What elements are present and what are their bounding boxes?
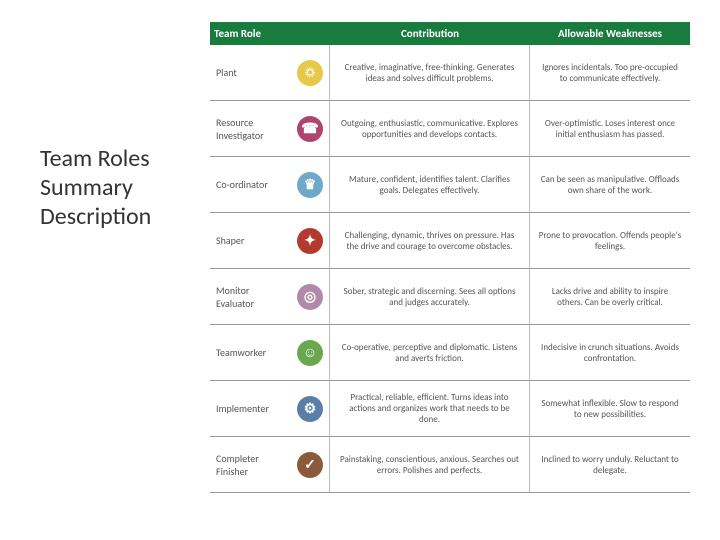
role-cell: Teamworker ☺ bbox=[210, 325, 330, 380]
weakness-cell: Indecisive in crunch situations. Avoids … bbox=[530, 325, 690, 380]
table-header: Team Role Contribution Allowable Weaknes… bbox=[210, 22, 690, 45]
table-row: Teamworker ☺ Co-operative, perceptive and … bbox=[210, 325, 690, 381]
weakness-cell: Somewhat inflexible. Slow to respond to … bbox=[530, 381, 690, 436]
contribution-cell: Painstaking, conscientious, anxious. Sea… bbox=[330, 437, 530, 492]
role-name: Teamworker bbox=[216, 346, 289, 359]
role-name: Co-ordinator bbox=[216, 178, 289, 191]
role-icon: ✓ bbox=[297, 452, 323, 478]
role-name: Implementer bbox=[216, 402, 289, 415]
role-cell: Plant ☼ bbox=[210, 45, 330, 100]
role-cell: Shaper ✦ bbox=[210, 213, 330, 268]
header-weaknesses: Allowable Weaknesses bbox=[530, 22, 690, 45]
role-name: Completer Finisher bbox=[216, 452, 289, 478]
table-row: Shaper ✦ Challenging, dynamic, thrives on … bbox=[210, 213, 690, 269]
table-body: Plant ☼ Creative, imaginative, free-thinki… bbox=[210, 45, 690, 493]
role-cell: Implementer ⚙ bbox=[210, 381, 330, 436]
weakness-cell: Inclined to worry unduly. Reluctant to d… bbox=[530, 437, 690, 492]
contribution-cell: Mature, confident, identifies talent. Cl… bbox=[330, 157, 530, 212]
role-name: Monitor Evaluator bbox=[216, 284, 289, 310]
role-icon: ◎ bbox=[297, 284, 323, 310]
role-icon: ⚙ bbox=[297, 396, 323, 422]
weakness-cell: Lacks drive and ability to inspire other… bbox=[530, 269, 690, 324]
page-title: Team Roles Summary Description bbox=[40, 145, 190, 231]
table-row: Plant ☼ Creative, imaginative, free-thinki… bbox=[210, 45, 690, 101]
contribution-cell: Co-operative, perceptive and diplomatic.… bbox=[330, 325, 530, 380]
roles-table: Team Role Contribution Allowable Weaknes… bbox=[210, 22, 690, 493]
role-icon: ☎ bbox=[297, 116, 323, 142]
header-role: Team Role bbox=[210, 22, 330, 45]
table-row: Completer Finisher ✓ Painstaking, conscien… bbox=[210, 437, 690, 493]
contribution-cell: Practical, reliable, efficient. Turns id… bbox=[330, 381, 530, 436]
weakness-cell: Prone to provocation. Offends people's f… bbox=[530, 213, 690, 268]
contribution-cell: Challenging, dynamic, thrives on pressur… bbox=[330, 213, 530, 268]
role-cell: Completer Finisher ✓ bbox=[210, 437, 330, 492]
role-cell: Resource Investigator ☎ bbox=[210, 101, 330, 156]
weakness-cell: Over-optimistic. Loses interest once ini… bbox=[530, 101, 690, 156]
table-row: Implementer ⚙ Practical, reliable, efficie… bbox=[210, 381, 690, 437]
role-name: Shaper bbox=[216, 234, 289, 247]
role-name: Plant bbox=[216, 66, 289, 79]
contribution-cell: Outgoing, enthusiastic, communicative. E… bbox=[330, 101, 530, 156]
header-contribution: Contribution bbox=[330, 22, 530, 45]
role-cell: Co-ordinator ♛ bbox=[210, 157, 330, 212]
page: Team Roles Summary Description Team Role… bbox=[0, 0, 720, 540]
contribution-cell: Sober, strategic and discerning. Sees al… bbox=[330, 269, 530, 324]
table-row: Resource Investigator ☎ Outgoing, enthusia… bbox=[210, 101, 690, 157]
role-cell: Monitor Evaluator ◎ bbox=[210, 269, 330, 324]
role-name: Resource Investigator bbox=[216, 116, 289, 142]
weakness-cell: Can be seen as manipulative. Offloads ow… bbox=[530, 157, 690, 212]
role-icon: ♛ bbox=[297, 172, 323, 198]
role-icon: ☼ bbox=[297, 60, 323, 86]
contribution-cell: Creative, imaginative, free-thinking. Ge… bbox=[330, 45, 530, 100]
table-row: Monitor Evaluator ◎ Sober, strategic and d… bbox=[210, 269, 690, 325]
table-row: Co-ordinator ♛ Mature, confident, identifi… bbox=[210, 157, 690, 213]
role-icon: ☺ bbox=[297, 340, 323, 366]
weakness-cell: Ignores incidentals. Too pre-occupied to… bbox=[530, 45, 690, 100]
role-icon: ✦ bbox=[297, 228, 323, 254]
